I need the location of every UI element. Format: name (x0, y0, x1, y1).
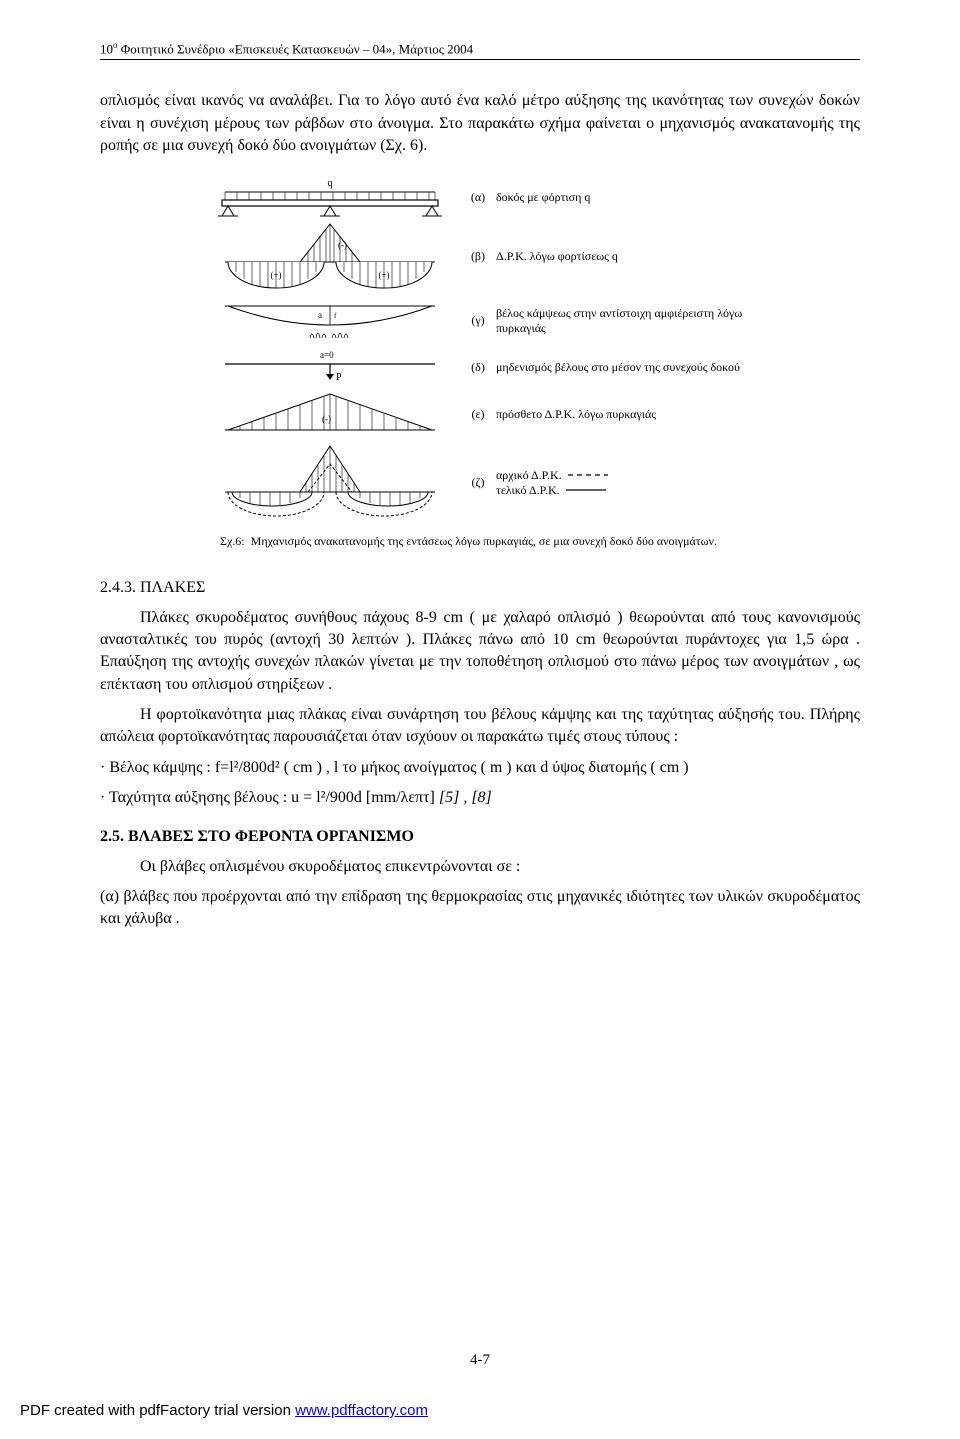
figure-tag-c: (γ) (460, 313, 496, 328)
figure-desc-d: μηδενισμός βέλους στο μέσον της συνεχούς… (496, 360, 760, 374)
paragraph-5: (α) βλάβες που προέρχονται από την επίδρ… (100, 886, 860, 931)
figure-desc-b: Δ.Ρ.Κ. λόγω φορτίσεως q (496, 249, 760, 263)
diagram-e: (-) (200, 390, 460, 440)
footer-link[interactable]: www.pdffactory.com (295, 1402, 428, 1419)
figure-row-f: (ζ) αρχικό Δ.Ρ.Κ. τελικό Δ.Ρ.Κ. (200, 444, 760, 522)
svg-text:q: q (328, 178, 333, 189)
svg-text:(-): (-) (322, 414, 331, 424)
figure-desc-a: δοκός με φόρτιση q (496, 190, 760, 204)
figure-tag-a: (α) (460, 190, 496, 205)
figure-row-c: a f (γ) βέλος κάμψεως στην αντίστοιχη αμ… (200, 296, 760, 346)
figure-row-b: (+) (+) (-) (β) Δ.Ρ.Κ. λόγω φορτίσεως q (200, 222, 760, 292)
bullet-1: · Βέλος κάμψης : f=l²/800d² ( cm ) , l τ… (100, 757, 860, 779)
figure-row-a: q (200, 178, 760, 218)
figure-desc-f: αρχικό Δ.Ρ.Κ. τελικό Δ.Ρ.Κ. (496, 468, 760, 497)
svg-text:f: f (334, 312, 337, 320)
svg-text:a=0: a=0 (320, 350, 334, 360)
svg-text:P: P (336, 372, 342, 383)
figure-caption-prefix: Σχ.6: (220, 534, 245, 548)
footer-text: PDF created with pdfFactory trial versio… (20, 1402, 295, 1419)
page-header: 10ο Φοιτητικό Συνέδριο «Επισκευές Κατασκ… (100, 40, 860, 60)
diagram-a: q (200, 178, 460, 218)
figure-tag-b: (β) (460, 249, 496, 264)
header-prefix: 10 (100, 41, 113, 56)
diagram-b: (+) (+) (-) (200, 222, 460, 292)
section-heading-25: 2.5. ΒΛΑΒΕΣ ΣΤΟ ΦΕΡΟΝΤΑ ΟΡΓΑΝΙΣΜΟ (100, 828, 860, 846)
header-rest: Φοιτητικό Συνέδριο «Επισκευές Κατασκευών… (118, 41, 474, 56)
paragraph-3: Η φορτοϊκανότητα μιας πλάκας είναι συνάρ… (100, 704, 860, 749)
bullet-2-text: · Ταχύτητα αύξησης βέλους : u = l²/900d … (100, 789, 439, 806)
figure-caption: Σχ.6: Μηχανισμός ανακατανομής της εντάσε… (200, 534, 760, 549)
pdf-footer: PDF created with pdfFactory trial versio… (20, 1402, 428, 1419)
figure-tag-f: (ζ) (460, 475, 496, 490)
figure-6: q (200, 178, 760, 549)
diagram-c: a f (200, 296, 460, 346)
figure-row-d: a=0 P (δ) μηδενισμός βέλους στο μέσον τη… (200, 350, 760, 386)
svg-text:(+): (+) (270, 270, 281, 280)
svg-text:(+): (+) (378, 270, 389, 280)
paragraph-2: Πλάκες σκυροδέματος συνήθους πάχους 8-9 … (100, 607, 860, 697)
figure-desc-c: βέλος κάμψεως στην αντίστοιχη αμφιέρειστ… (496, 306, 760, 335)
bullet-2-refs: [5] , [8] (439, 789, 492, 806)
figure-desc-f1: αρχικό Δ.Ρ.Κ. (496, 468, 562, 482)
svg-text:(-): (-) (338, 240, 347, 250)
figure-caption-text: Μηχανισμός ανακατανομής της εντάσεως λόγ… (251, 534, 717, 548)
paragraph-4: Οι βλάβες οπλισμένου σκυροδέματος επικεν… (100, 856, 860, 878)
bullet-2: · Ταχύτητα αύξησης βέλους : u = l²/900d … (100, 787, 860, 809)
figure-desc-f2: τελικό Δ.Ρ.Κ. (496, 483, 560, 497)
svg-text:a: a (318, 310, 322, 320)
figure-desc-e: πρόσθετο Δ.Ρ.Κ. λόγω πυρκαγιάς (496, 407, 760, 421)
figure-tag-e: (ε) (460, 407, 496, 422)
page-number: 4-7 (0, 1352, 960, 1369)
figure-tag-d: (δ) (460, 360, 496, 375)
diagram-d: a=0 P (200, 350, 460, 386)
section-heading-243: 2.4.3. ΠΛΑΚΕΣ (100, 579, 860, 597)
diagram-f (200, 444, 460, 522)
figure-row-e: (-) (ε) πρόσθετο Δ.Ρ.Κ. λόγω πυρκαγιάς (200, 390, 760, 440)
paragraph-1: οπλισμός είναι ικανός να αναλάβει. Για τ… (100, 90, 860, 157)
